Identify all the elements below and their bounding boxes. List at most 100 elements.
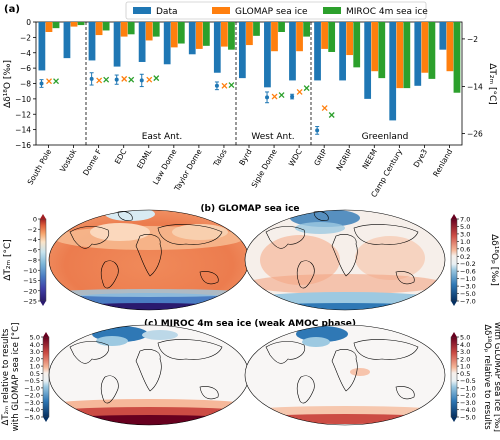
- markers: [39, 72, 335, 135]
- colorbar-tick-label: −5.0: [460, 290, 476, 298]
- cross-marker: [46, 78, 52, 85]
- bar-0-5: [163, 22, 171, 65]
- cross-marker: [321, 105, 328, 112]
- colorbar-tick-label: −4.0: [24, 406, 40, 414]
- bar-1-0: [45, 22, 53, 32]
- bar-1-11: [321, 22, 328, 49]
- bar-1-12: [346, 22, 354, 56]
- bar-2-4: [152, 22, 160, 37]
- x-tick-label: Siple Dome: [250, 147, 279, 189]
- cross-marker: [121, 75, 128, 82]
- bar-0-10: [289, 22, 296, 81]
- bar-2-0: [52, 22, 60, 29]
- colorbar-tick-label: −7.0: [460, 298, 476, 306]
- bar-0-13: [364, 22, 372, 99]
- colorbar-tick-label: −1.0: [460, 275, 476, 283]
- bar-2-16: [453, 22, 461, 93]
- colorbar-tick-label: 1.0: [460, 363, 470, 371]
- bar-2-6: [202, 22, 210, 46]
- y-tick-left-label: −6: [20, 64, 31, 73]
- bar-2-15: [428, 22, 436, 79]
- legend: Data GLOMAP sea ice MIROC 4m sea ice: [125, 1, 428, 20]
- bar-2-1: [77, 22, 85, 26]
- bar-1-1: [70, 22, 78, 27]
- colorbar-d18o-label: Δδ¹⁸Oₚ [‰]: [489, 234, 499, 286]
- bar-0-14: [389, 22, 397, 121]
- colorbar-tick-label: −0.6: [460, 268, 476, 276]
- bar-1-4: [145, 22, 153, 41]
- colorbar-tick-label: −20: [23, 287, 37, 295]
- colorbar-tick-label: −15: [23, 277, 37, 285]
- cross-marker: [128, 76, 135, 83]
- map-b-temperature: [49, 210, 249, 310]
- colorbar-tick-label: −4: [27, 236, 37, 244]
- colorbar-c-right-label-1: Δδ¹⁸Oₚ relative to results: [482, 324, 492, 430]
- colorbar-tick-label: 4.0: [30, 341, 40, 349]
- region-greenland: Greenland: [362, 132, 409, 142]
- bar-2-8: [253, 22, 260, 36]
- colorbar-tick-label: 5.0: [30, 334, 40, 342]
- cross-marker: [96, 77, 103, 84]
- cross-marker: [303, 85, 310, 92]
- colorbar-tick-label: −2: [27, 226, 37, 234]
- panel-a-label: (a): [4, 4, 20, 15]
- bar-0-0: [38, 22, 46, 71]
- colorbar-tick-label: 0.6: [460, 245, 470, 253]
- colorbar-tick-label: 7.0: [460, 216, 470, 224]
- cross-marker: [146, 76, 153, 83]
- bar-1-8: [246, 22, 253, 46]
- colorbar-tick-label: 0.5: [30, 370, 40, 378]
- colorbar-tick-label: −6: [27, 246, 37, 254]
- bar-2-12: [353, 22, 361, 68]
- x-tick-label: Law Dome: [151, 147, 179, 186]
- x-tick-label: Vostok: [58, 147, 79, 174]
- bar-1-16: [446, 22, 454, 72]
- bar-0-6: [188, 22, 196, 55]
- map-c-d18o-outline: [244, 324, 446, 426]
- map-b-d18o: [245, 210, 445, 310]
- cross-marker: [103, 76, 110, 83]
- y-tick-right-label: −2: [467, 35, 478, 44]
- legend-swatch-data: [133, 7, 151, 14]
- x-tick-label: Dye3: [412, 147, 430, 169]
- legend-label-data: Data: [156, 7, 178, 17]
- bar-0-12: [339, 22, 346, 81]
- bar-2-11: [328, 22, 336, 52]
- bar-2-5: [177, 22, 185, 44]
- colorbar-tick-label: −5.0: [24, 414, 40, 422]
- colorbar-d18o-tri-top: [451, 214, 457, 219]
- legend-swatch-glomap: [212, 7, 230, 14]
- x-tick-label: EDC: [113, 148, 129, 166]
- bar-1-2: [95, 22, 103, 36]
- y-tick-left-label: −14: [15, 126, 31, 135]
- y-tick-left-label: −10: [15, 95, 31, 104]
- colorbar-tick-label: −1.0: [24, 384, 40, 392]
- panel-c-title: (c) MIROC 4m sea ice (weak AMOC phase): [144, 319, 356, 329]
- colorbar-temp: 0 −2 −4 −6 −8 −10 −15 −20 −25 ΔT₂ₘ [°C]: [3, 214, 47, 306]
- bar-1-9: [271, 22, 278, 52]
- colorbar-c-left-label-1: ΔT₂ₘ relative to results: [1, 328, 11, 425]
- colorbar-tick-label: −3.0: [460, 399, 476, 407]
- bar-0-1: [63, 22, 71, 59]
- plot-area: East Ant. West Ant. Greenland: [35, 21, 463, 146]
- y-tick-right-label: −26: [467, 129, 483, 138]
- data-point: [89, 76, 94, 81]
- colorbar-tick-label: −25: [23, 298, 37, 306]
- cross-marker: [271, 93, 278, 100]
- bar-1-3: [120, 22, 128, 37]
- y-tick-left-label: −2: [20, 33, 31, 42]
- colorbar-c-right: 5.04.03.02.01.00.5−0.5−1.0−2.0−3.0−4.0−5…: [450, 322, 500, 432]
- colorbar-tick-label: 3.0: [30, 348, 40, 356]
- x-tick-label: Renland: [431, 147, 454, 178]
- cross-marker: [328, 112, 335, 118]
- cross-marker: [228, 82, 235, 88]
- y-tick-right-label: −14: [467, 83, 483, 92]
- bar-2-14: [403, 22, 411, 89]
- y-axis-right-label: ΔT₂ₘ [°C]: [487, 63, 497, 105]
- x-tick-label: NGRIP: [334, 147, 354, 172]
- colorbar-d18o: 7.05.03.01.00.60.2−0.2−0.6−1.0−3.0−5.0−7…: [450, 214, 499, 306]
- bar-2-13: [378, 22, 386, 79]
- x-tick-label: GRIP: [312, 147, 329, 167]
- colorbar-tick-label: 1.0: [30, 363, 40, 371]
